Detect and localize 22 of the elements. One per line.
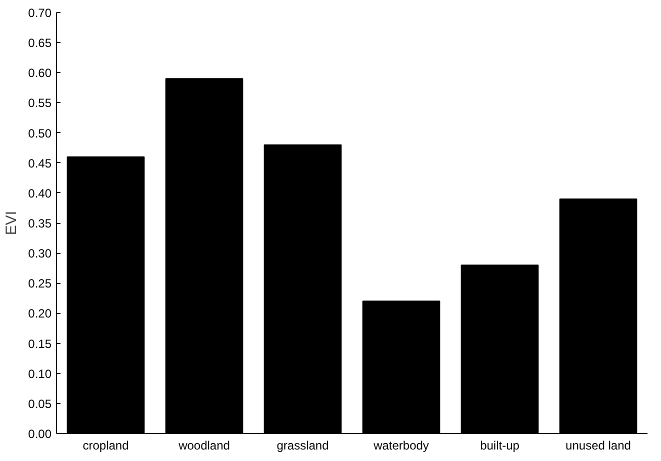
y-tick-label: 0.25 [28, 276, 52, 291]
y-tick-label: 0.35 [28, 216, 52, 230]
y-tick-label: 0.70 [28, 6, 52, 20]
y-tick-label: 0.15 [28, 336, 52, 351]
x-tick-label: cropland [82, 438, 129, 452]
y-tick-label: 0.45 [28, 156, 52, 170]
y-tick-label: 0.20 [28, 306, 52, 321]
x-tick-label: built-up [480, 438, 520, 452]
x-tick-label: waterbody [372, 438, 429, 452]
y-tick-label: 0.05 [28, 396, 52, 411]
x-tick-label: unused land [566, 438, 631, 452]
y-tick-label: 0.00 [28, 427, 52, 441]
y-tick-label: 0.10 [28, 366, 52, 381]
y-tick-label: 0.30 [28, 246, 52, 261]
y-tick-label: 0.50 [28, 126, 52, 140]
y-tick-label: 0.40 [28, 186, 52, 200]
y-axis-title: EVI [3, 210, 20, 236]
y-tick-label: 0.60 [28, 66, 52, 80]
x-tick-label: woodland [178, 438, 230, 452]
y-tick-label: 0.55 [28, 96, 52, 110]
y-tick-label: 0.65 [28, 36, 52, 50]
x-tick-label: grassland [276, 438, 329, 452]
